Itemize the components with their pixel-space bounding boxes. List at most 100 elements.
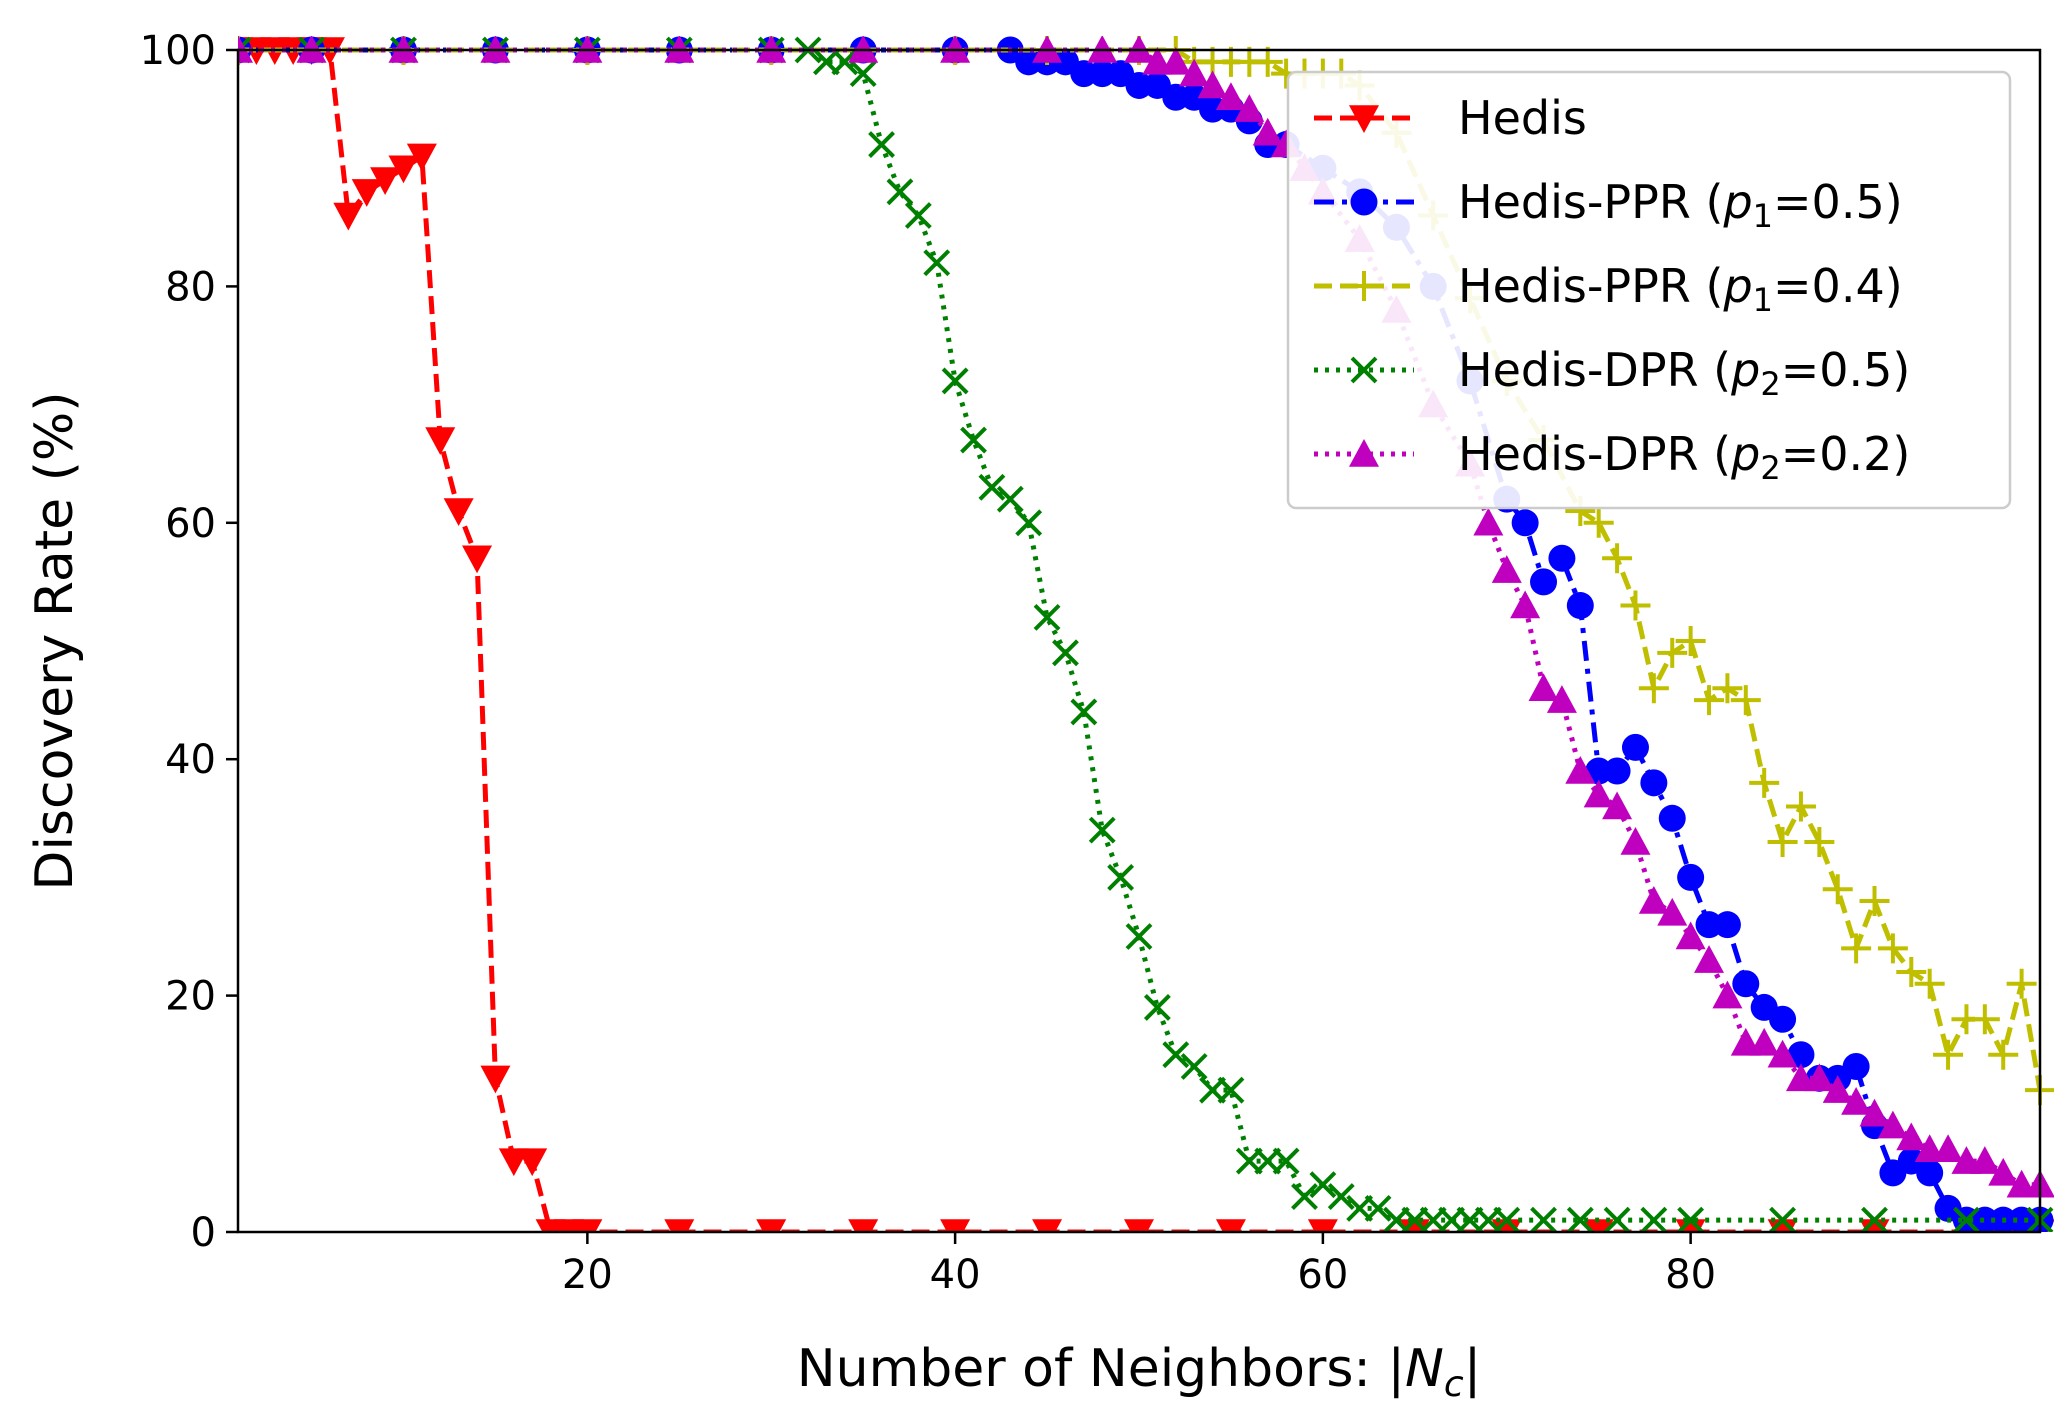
series-layer <box>238 36 2054 1232</box>
data-point <box>664 1219 695 1232</box>
data-point <box>923 249 951 277</box>
data-point <box>1566 1206 1594 1232</box>
x-axis-label: Number of Neighbors: |Nc| <box>797 1339 1481 1405</box>
data-point <box>978 473 1006 501</box>
data-point <box>443 498 474 526</box>
data-point <box>1767 1039 1798 1068</box>
legend-label: Hedis-DPR (p2=0.5) <box>1458 343 1910 403</box>
data-point <box>941 367 969 395</box>
data-point <box>1933 1134 1964 1163</box>
data-point <box>388 155 419 184</box>
data-point <box>370 167 401 196</box>
data-point <box>1566 592 1594 620</box>
data-point <box>904 202 932 229</box>
data-point <box>1473 507 1504 536</box>
data-point <box>1822 1075 1853 1103</box>
data-point <box>1548 544 1576 572</box>
data-point <box>940 1219 971 1232</box>
data-point <box>406 143 437 172</box>
data-point <box>1712 673 1743 704</box>
data-point <box>1916 1159 1944 1187</box>
legend-box <box>1286 70 2012 510</box>
data-point <box>1694 945 1725 973</box>
ticks-layer: 20 40 60 80 0 20 40 60 80 100 <box>140 28 1716 1298</box>
data-point <box>1620 826 1651 855</box>
data-point <box>1234 94 1265 122</box>
data-point <box>996 485 1024 513</box>
data-point <box>849 60 877 88</box>
data-point <box>1767 826 1798 857</box>
plot-frame <box>236 48 2042 1234</box>
data-point <box>1638 673 1669 704</box>
data-point <box>1732 970 1760 998</box>
data-point <box>1712 980 1743 1009</box>
x-tick-label: 20 <box>562 1252 613 1298</box>
series-1 <box>238 37 2054 1232</box>
data-point <box>1015 509 1043 537</box>
data-point <box>1583 779 1614 808</box>
data-point <box>1491 555 1522 583</box>
data-point <box>1032 1219 1063 1232</box>
data-point <box>1969 1004 2000 1035</box>
data-point <box>1124 1219 1154 1232</box>
data-point <box>1197 70 1228 99</box>
data-point <box>1694 685 1725 716</box>
data-point <box>1252 46 1283 77</box>
data-point <box>1657 637 1688 668</box>
data-point <box>1307 1219 1338 1232</box>
data-point <box>1179 58 1210 87</box>
data-point <box>462 545 493 574</box>
data-point <box>1675 921 1706 950</box>
data-point <box>1033 603 1061 631</box>
data-point <box>1327 1183 1355 1210</box>
data-point <box>1511 509 1539 537</box>
data-point <box>1988 1157 2019 1186</box>
data-point <box>351 179 382 207</box>
legend-item: Hedis-PPR (p1=0.5) <box>1314 175 1903 235</box>
y-tick-label: 60 <box>165 501 216 547</box>
data-point <box>1969 1146 2000 1174</box>
x-tick-label: 60 <box>1297 1252 1348 1298</box>
data-point <box>1859 1098 1890 1127</box>
legend-item: Hedis-DPR (p2=0.2) <box>1314 427 1910 487</box>
data-point <box>480 1065 511 1094</box>
data-point <box>1804 1063 1835 1092</box>
y-tick-label: 80 <box>165 264 216 310</box>
data-point <box>1749 1027 1780 1056</box>
data-point <box>1602 543 1633 574</box>
legend-label: Hedis-DPR (p2=0.2) <box>1458 427 1910 487</box>
data-point <box>1603 1206 1631 1232</box>
data-point <box>1052 639 1079 667</box>
data-point <box>1896 1122 1927 1151</box>
y-tick-label: 40 <box>165 737 216 783</box>
data-point <box>1896 956 1927 987</box>
data-point <box>1350 188 1378 216</box>
data-point <box>1603 757 1631 785</box>
data-point <box>1309 1171 1337 1199</box>
data-point <box>1530 1206 1557 1232</box>
data-point <box>1546 685 1577 713</box>
data-point <box>848 1219 879 1232</box>
data-point <box>1583 507 1614 538</box>
data-point <box>1215 1219 1246 1232</box>
data-point <box>1953 1206 1980 1232</box>
data-point <box>1070 698 1098 726</box>
data-point <box>425 427 456 456</box>
legend-item: Hedis-DPR (p2=0.5) <box>1314 343 1910 403</box>
data-point <box>1364 1194 1392 1222</box>
data-point <box>1620 590 1651 621</box>
data-point <box>1088 816 1116 844</box>
data-point <box>1914 968 1945 999</box>
data-point <box>1769 1206 1796 1232</box>
data-point <box>1272 1147 1300 1175</box>
x-tick-label: 40 <box>930 1252 981 1298</box>
data-point <box>1107 863 1135 891</box>
data-point <box>756 1219 787 1232</box>
data-point <box>1349 105 1379 133</box>
data-point <box>1657 897 1688 926</box>
data-point <box>1658 804 1686 832</box>
data-point <box>1349 439 1379 467</box>
data-point <box>1350 356 1378 384</box>
y-tick-label: 100 <box>140 28 216 74</box>
